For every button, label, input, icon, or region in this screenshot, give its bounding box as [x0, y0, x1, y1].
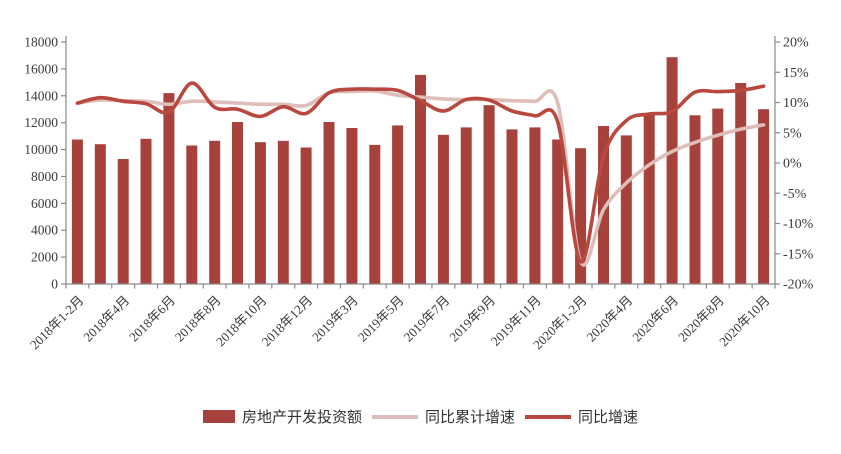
svg-text:0: 0: [51, 277, 58, 292]
legend-label-cumulative-growth: 同比累计增速: [424, 410, 515, 426]
svg-text:10%: 10%: [783, 96, 809, 111]
combo-chart-plot: 18000 16000 14000 12000 10000 8000 6000 4000 200…: [24, 35, 814, 353]
svg-text:2018年6月: 2018年6月: [126, 293, 178, 345]
svg-text:12000: 12000: [24, 115, 58, 130]
chart-legend: 房地产开发投资额 同比累计增速 同比增速: [0, 406, 841, 427]
svg-text:0%: 0%: [783, 157, 802, 172]
legend-label-yoy-growth: 同比增速: [578, 410, 639, 426]
svg-text:10000: 10000: [24, 142, 58, 157]
svg-text:14000: 14000: [24, 88, 58, 103]
legend-item-yoy-growth: 同比增速: [525, 406, 638, 427]
svg-text:8000: 8000: [31, 169, 58, 184]
svg-text:5%: 5%: [783, 126, 802, 141]
svg-text:18000: 18000: [24, 35, 58, 50]
bar-series-swatch: [202, 410, 235, 423]
svg-text:-5%: -5%: [783, 187, 807, 202]
svg-text:20%: 20%: [783, 36, 809, 51]
svg-text:2020年4月: 2020年4月: [583, 293, 635, 345]
svg-text:2020年6月: 2020年6月: [629, 293, 681, 345]
cumulative-growth-line-swatch: [371, 414, 418, 419]
svg-text:2019年5月: 2019年5月: [355, 293, 407, 345]
svg-text:2018年4月: 2018年4月: [80, 293, 132, 345]
svg-text:16000: 16000: [24, 61, 58, 76]
legend-item-investment: 房地产开发投资额: [202, 406, 362, 427]
svg-text:15%: 15%: [783, 66, 809, 81]
legend-label-investment: 房地产开发投资额: [241, 410, 362, 426]
svg-text:4000: 4000: [31, 223, 58, 238]
svg-text:2019年7月: 2019年7月: [401, 293, 453, 345]
svg-text:2019年3月: 2019年3月: [309, 293, 361, 345]
svg-text:-10%: -10%: [783, 217, 814, 232]
svg-text:-20%: -20%: [783, 278, 814, 293]
svg-text:6000: 6000: [31, 196, 58, 211]
svg-text:-15%: -15%: [783, 247, 814, 262]
svg-text:2000: 2000: [31, 250, 58, 265]
legend-item-cumulative-growth: 同比累计增速: [371, 406, 515, 427]
svg-text:2018年1-2月: 2018年1-2月: [27, 293, 87, 353]
yoy-growth-line-swatch: [525, 414, 571, 419]
